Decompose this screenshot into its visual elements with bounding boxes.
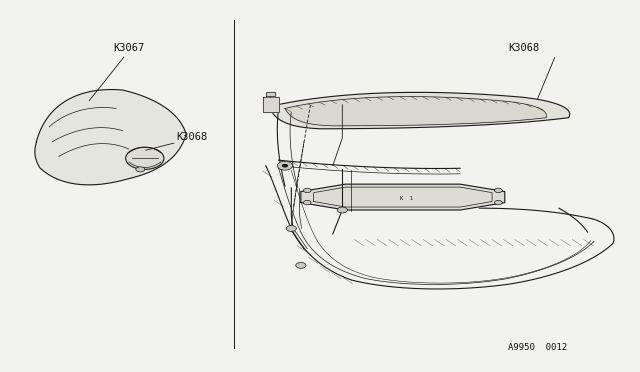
Polygon shape: [301, 184, 505, 210]
Circle shape: [303, 188, 311, 193]
Circle shape: [303, 201, 311, 205]
Circle shape: [136, 167, 145, 172]
Circle shape: [495, 188, 502, 193]
Polygon shape: [262, 97, 278, 112]
Polygon shape: [285, 97, 547, 126]
Polygon shape: [35, 90, 186, 185]
Text: K  1: K 1: [399, 196, 413, 201]
Circle shape: [125, 147, 164, 169]
Circle shape: [495, 201, 502, 205]
Text: K3068: K3068: [508, 43, 540, 53]
Circle shape: [282, 164, 288, 167]
Text: K3067: K3067: [113, 43, 144, 53]
Circle shape: [286, 225, 296, 231]
Text: K3068: K3068: [177, 132, 208, 142]
Circle shape: [337, 207, 348, 213]
Circle shape: [277, 161, 292, 170]
Polygon shape: [269, 92, 570, 129]
Polygon shape: [266, 92, 275, 96]
Circle shape: [296, 262, 306, 268]
Text: A9950  0012: A9950 0012: [508, 343, 567, 352]
